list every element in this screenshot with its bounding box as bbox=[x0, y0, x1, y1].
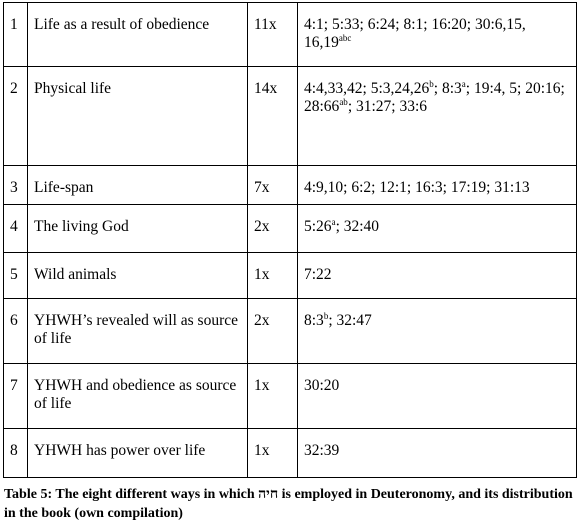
row-number: 3 bbox=[3, 165, 28, 205]
occurrence-count: 14x bbox=[247, 66, 298, 166]
reference-superscript: b bbox=[323, 311, 329, 321]
occurrence-count: 1x bbox=[247, 252, 298, 299]
table-row: 5 Wild animals 1x 7:22 bbox=[3, 252, 577, 299]
table-row: 8 YHWH has power over life 1x 32:39 bbox=[3, 428, 577, 478]
usage-category: YHWH’s revealed will as source of life bbox=[27, 298, 248, 364]
table-row: 2 Physical life 14x 4:4,33,42; 5:3,24,26… bbox=[3, 66, 577, 166]
occurrence-count: 1x bbox=[247, 428, 298, 478]
reference-text: 5:26 bbox=[304, 218, 332, 235]
reference-text: ; 8:3 bbox=[433, 80, 462, 97]
occurrence-count: 7x bbox=[247, 165, 298, 205]
usage-category: Life as a result of obedience bbox=[27, 2, 248, 67]
table-row: 6 YHWH’s revealed will as source of life… bbox=[3, 298, 577, 364]
reference-superscript: a bbox=[331, 217, 336, 227]
usage-category: YHWH has power over life bbox=[27, 428, 248, 478]
usage-table: 1 Life as a result of obedience 11x 4:1;… bbox=[3, 2, 577, 478]
reference-text: 30:20 bbox=[304, 377, 340, 394]
verse-references: 5:26a; 32:40 bbox=[297, 204, 577, 253]
row-number: 4 bbox=[3, 204, 28, 253]
reference-superscript: b bbox=[429, 79, 434, 89]
usage-table-body: 1 Life as a result of obedience 11x 4:1;… bbox=[3, 2, 577, 478]
reference-text: 4:9,10; 6:2; 12:1; 16:3; 17:19; 31:13 bbox=[304, 179, 530, 196]
row-number: 6 bbox=[3, 298, 28, 364]
verse-references: 32:39 bbox=[297, 428, 577, 478]
verse-references: 7:22 bbox=[297, 252, 577, 299]
caption-hebrew-word: חיה bbox=[258, 487, 279, 502]
reference-text: ; 31:27; 33:6 bbox=[347, 98, 428, 115]
usage-category: Physical life bbox=[27, 66, 248, 166]
reference-superscript: abc bbox=[338, 33, 352, 43]
table-row: 7 YHWH and obedience as source of life 1… bbox=[3, 363, 577, 429]
table-caption: Table 5: The eight different ways in whi… bbox=[4, 485, 578, 523]
verse-references: 30:20 bbox=[297, 363, 577, 429]
row-number: 5 bbox=[3, 252, 28, 299]
reference-text: 4:1; 5:33; 6:24; 8:1; 16:20; 30:6,15, 16… bbox=[304, 16, 526, 51]
row-number: 2 bbox=[3, 66, 28, 166]
row-number: 8 bbox=[3, 428, 28, 478]
usage-category: Wild animals bbox=[27, 252, 248, 299]
reference-text: ; 32:40 bbox=[335, 218, 380, 235]
reference-text: 8:3 bbox=[304, 312, 324, 329]
occurrence-count: 11x bbox=[247, 2, 298, 67]
verse-references: 4:1; 5:33; 6:24; 8:1; 16:20; 30:6,15, 16… bbox=[297, 2, 577, 67]
verse-references: 4:4,33,42; 5:3,24,26b; 8:3a; 19:4, 5; 20… bbox=[297, 66, 577, 166]
usage-category: YHWH and obedience as source of life bbox=[27, 363, 248, 429]
usage-category: Life-span bbox=[27, 165, 248, 205]
usage-category: The living God bbox=[27, 204, 248, 253]
caption-text-end: is employed in Deuteronomy, and its dist… bbox=[4, 487, 573, 521]
verse-references: 8:3b; 32:47 bbox=[297, 298, 577, 364]
occurrence-count: 2x bbox=[247, 204, 298, 253]
table-row: 1 Life as a result of obedience 11x 4:1;… bbox=[3, 2, 577, 67]
reference-superscript: a bbox=[461, 79, 466, 89]
reference-text: ; 19:4, 5; 20:16; 28:66 bbox=[304, 80, 565, 115]
reference-text: 32:39 bbox=[304, 442, 340, 459]
row-number: 1 bbox=[3, 2, 28, 67]
occurrence-count: 1x bbox=[247, 363, 298, 429]
row-number: 7 bbox=[3, 363, 28, 429]
reference-text: ; 32:47 bbox=[328, 312, 372, 329]
occurrence-count: 2x bbox=[247, 298, 298, 364]
table-row: 3 Life-span 7x 4:9,10; 6:2; 12:1; 16:3; … bbox=[3, 165, 577, 205]
reference-text: 4:4,33,42; 5:3,24,26 bbox=[304, 80, 430, 97]
table-row: 4 The living God 2x 5:26a; 32:40 bbox=[3, 204, 577, 253]
verse-references: 4:9,10; 6:2; 12:1; 16:3; 17:19; 31:13 bbox=[297, 165, 577, 205]
reference-superscript: ab bbox=[339, 97, 348, 107]
caption-text-start: Table 5: The eight different ways in whi… bbox=[4, 487, 259, 502]
reference-text: 7:22 bbox=[304, 266, 332, 283]
